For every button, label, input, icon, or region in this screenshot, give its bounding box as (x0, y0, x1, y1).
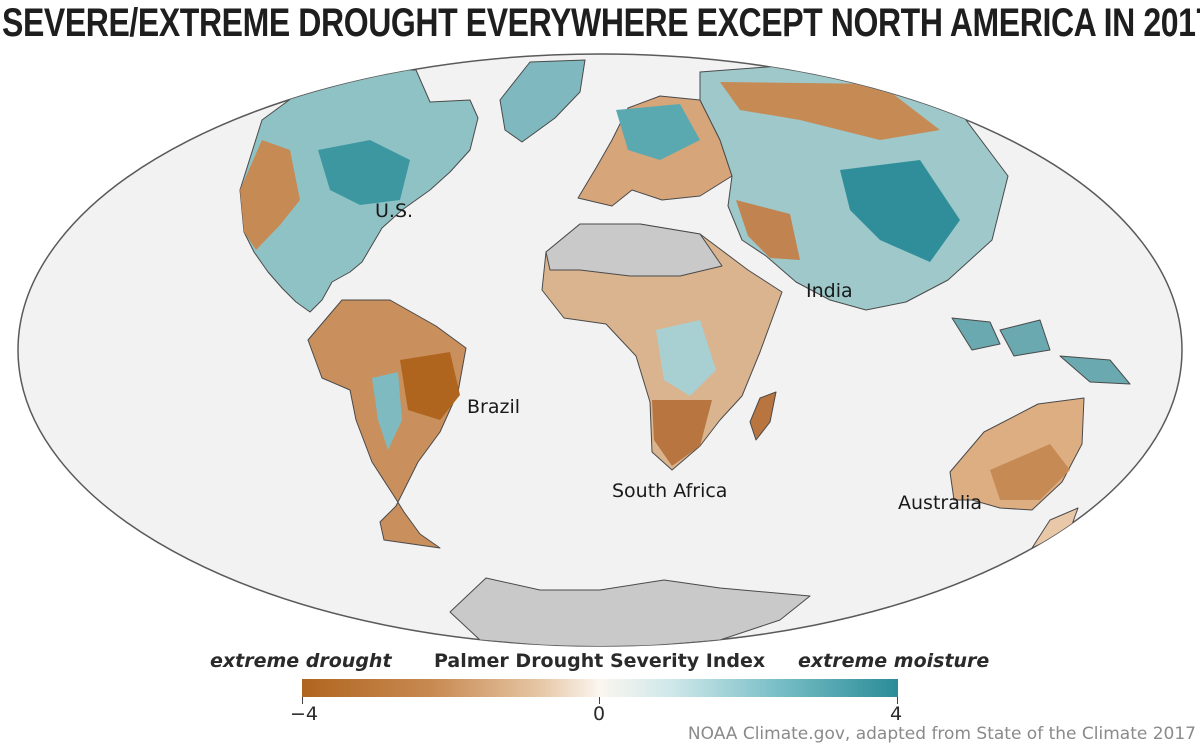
tick-mark-zero (599, 697, 600, 704)
label-south-africa: South Africa (612, 480, 728, 502)
tick-label-min: −4 (290, 703, 319, 725)
label-india: India (806, 280, 853, 302)
label-australia: Australia (898, 492, 983, 514)
tick-mark-min (302, 697, 303, 704)
legend-title: Palmer Drought Severity Index (434, 650, 766, 672)
tick-label-max: 4 (890, 703, 903, 725)
credit-text: NOAA Climate.gov, adapted from State of … (687, 724, 1196, 744)
label-us: U.S. (375, 200, 414, 222)
north-america-drought-patch (240, 140, 300, 250)
legend-left-label: extreme drought (210, 650, 392, 672)
brazil-drought-patch (400, 352, 460, 420)
globe-ocean (17, 53, 1183, 647)
label-brazil: Brazil (467, 396, 521, 418)
north-america-moisture-patch (318, 140, 410, 205)
tick-mark-max (897, 697, 898, 704)
color-scale-bar (302, 679, 898, 697)
africa-moisture-patch (656, 320, 716, 396)
southern-africa-drought-patch (652, 400, 712, 466)
middle-east-drought-patch (736, 200, 800, 260)
legend-right-label: extreme moisture (798, 650, 990, 672)
madagascar-landmass (749, 391, 777, 441)
sahara-no-data (545, 223, 723, 277)
southeast-asia-islands (951, 317, 1131, 385)
australia-drought-patch (990, 444, 1070, 500)
greenland-landmass (499, 59, 586, 143)
europe-moisture-patch (616, 104, 700, 160)
asia-drought-patch (720, 82, 940, 140)
south-america-moisture-patch (372, 372, 402, 450)
antarctica-landmass (449, 577, 811, 646)
tick-label-zero: 0 (593, 703, 606, 725)
asia-moisture-patch (840, 160, 960, 262)
